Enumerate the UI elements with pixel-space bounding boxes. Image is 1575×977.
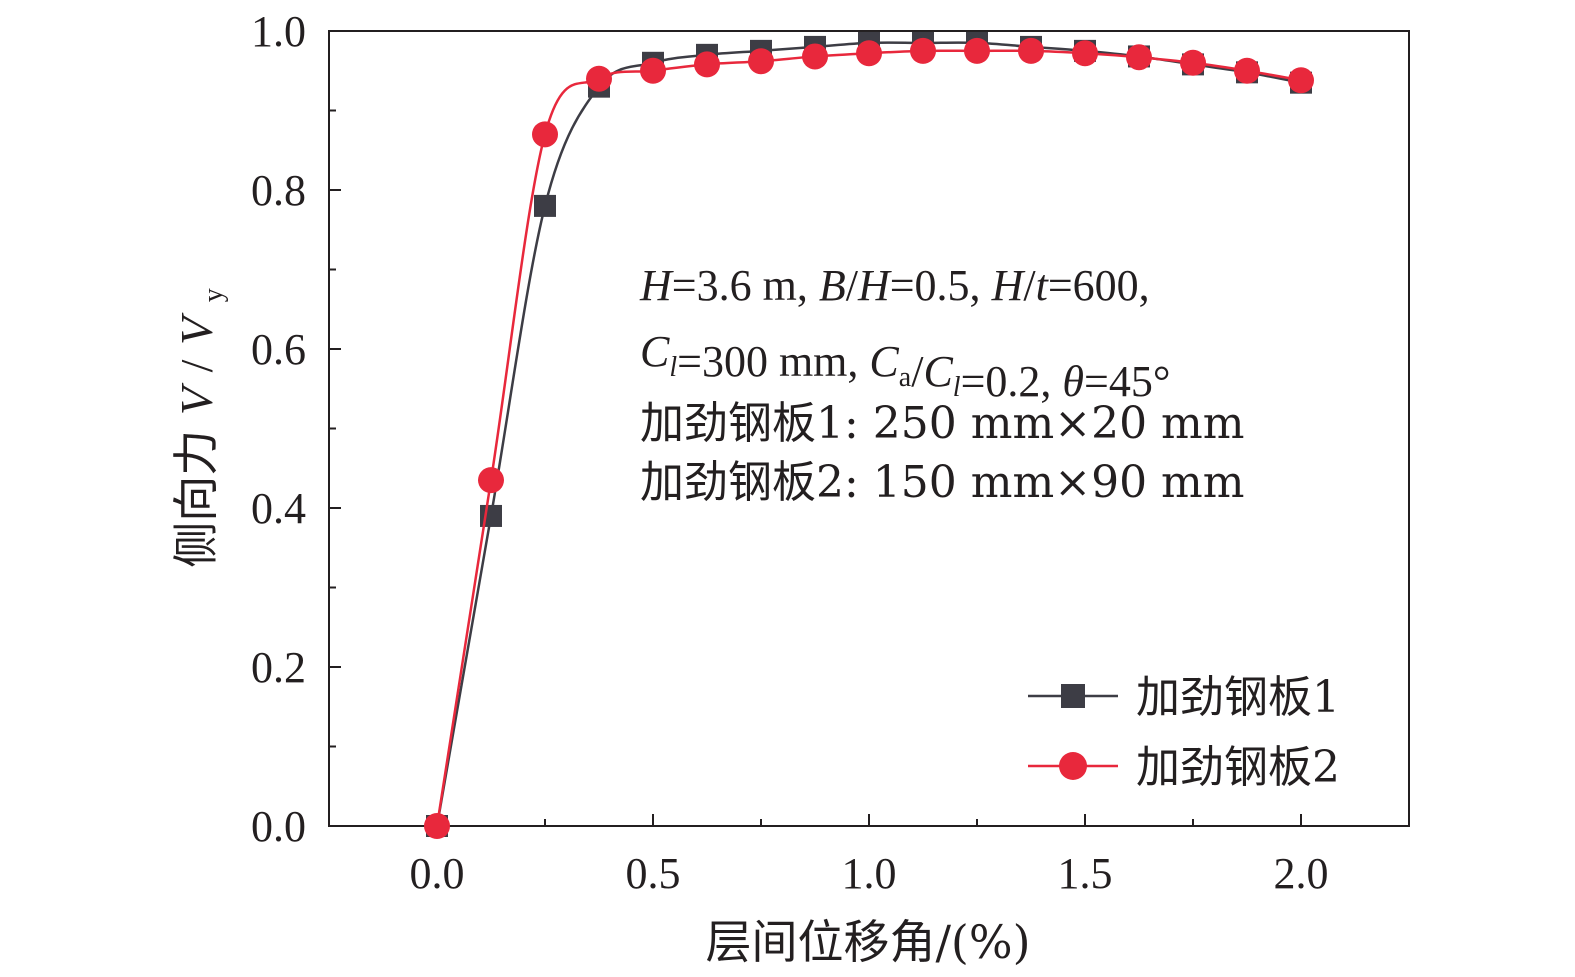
data-point-circle — [478, 467, 504, 494]
axis-tick-labels: 0.0 0.5 1.0 1.5 2.0 0.0 0.2 0.4 0.6 0.8 1.0 — [251, 7, 1329, 898]
legend-label-series-1: 加劲钢板1 — [1136, 672, 1340, 723]
legend-marker-square — [1061, 684, 1085, 708]
y-tick-label: 0.0 — [251, 802, 306, 851]
data-point-circle — [1288, 67, 1314, 94]
data-point-circle — [640, 57, 666, 84]
axis-ticks — [328, 30, 1302, 827]
data-point-circle — [748, 48, 774, 75]
data-point-circle — [856, 40, 882, 67]
annotation-text: B — [819, 261, 846, 310]
data-point-circle — [910, 37, 936, 64]
data-point-circle — [964, 37, 990, 64]
annotation-text: a — [899, 362, 912, 393]
annotation-text: θ — [1062, 357, 1084, 406]
x-tick-label: 2.0 — [1274, 849, 1329, 898]
annotation-text: 加劲钢板2: 150 mm×90 mm — [640, 457, 1245, 508]
x-tick-label: 0.5 — [626, 849, 681, 898]
data-point-circle — [694, 51, 720, 78]
annotation-text: C — [869, 337, 899, 386]
data-point-circle — [1180, 49, 1206, 76]
data-point-circle — [802, 43, 828, 70]
annotation-text: =300 mm, — [677, 337, 869, 386]
annotation-text: =600, — [1048, 261, 1150, 310]
data-point-square — [534, 194, 556, 217]
annotation-text: =45° — [1084, 357, 1170, 406]
y-axis-title-subscript: y — [198, 288, 229, 302]
data-point-circle — [586, 65, 612, 92]
annotation-text: C — [640, 327, 670, 376]
annotation-text: 加劲钢板1: 250 mm×20 mm — [640, 398, 1245, 449]
parameter-annotation: H=3.6 m, B/H=0.5, H/t=600,Cl=300 mm, Ca/… — [639, 261, 1245, 508]
y-axis-title: 侧向力 V / V y — [169, 288, 229, 568]
x-tick-label: 1.5 — [1058, 849, 1113, 898]
annotation-text: / — [911, 347, 924, 396]
y-axis-title-slash: / — [171, 359, 222, 372]
data-point-circle — [1018, 37, 1044, 64]
series-2 — [424, 37, 1314, 839]
annotation-line-4: 加劲钢板2: 150 mm×90 mm — [640, 457, 1245, 508]
legend-marker-circle — [1059, 752, 1087, 780]
annotation-text: / — [846, 261, 859, 310]
y-axis-title-var2: V — [171, 312, 222, 345]
annotation-text: / — [1023, 261, 1036, 310]
annotation-text: H — [857, 261, 892, 310]
annotation-line-2: Cl=300 mm, Ca/Cl=0.2, θ=45° — [640, 327, 1170, 406]
series-layer — [424, 31, 1314, 839]
annotation-text: =3.6 m, — [672, 261, 819, 310]
x-tick-label: 1.0 — [842, 849, 897, 898]
annotation-text: H — [639, 261, 674, 310]
data-point-circle — [424, 813, 450, 839]
x-tick-label: 0.0 — [410, 849, 465, 898]
legend-label-series-2: 加劲钢板2 — [1136, 742, 1340, 793]
data-point-circle — [1072, 40, 1098, 67]
y-axis-title-var1: V — [171, 382, 222, 415]
data-point-circle — [1126, 44, 1152, 71]
annotation-text: l — [669, 352, 677, 383]
y-axis-title-prefix: 侧向力 — [169, 430, 223, 568]
y-tick-label: 0.2 — [251, 643, 306, 692]
annotation-line-3: 加劲钢板1: 250 mm×20 mm — [640, 398, 1245, 449]
annotation-text: t — [1036, 261, 1050, 310]
y-tick-label: 0.8 — [251, 166, 306, 215]
annotation-text: H — [991, 261, 1026, 310]
y-tick-label: 0.4 — [251, 484, 306, 533]
annotation-text: =0.5, — [890, 261, 992, 310]
y-tick-label: 1.0 — [251, 7, 306, 56]
y-tick-label: 0.6 — [251, 325, 306, 374]
data-point-circle — [1234, 57, 1260, 84]
legend: 加劲钢板1 加劲钢板2 — [1028, 672, 1340, 793]
annotation-text: =0.2, — [961, 357, 1063, 406]
annotation-text: l — [953, 372, 961, 403]
x-axis-title: 层间位移角/(%) — [705, 915, 1030, 969]
annotation-line-1: H=3.6 m, B/H=0.5, H/t=600, — [639, 261, 1150, 310]
data-point-circle — [532, 121, 558, 148]
annotation-text: C — [923, 347, 953, 396]
